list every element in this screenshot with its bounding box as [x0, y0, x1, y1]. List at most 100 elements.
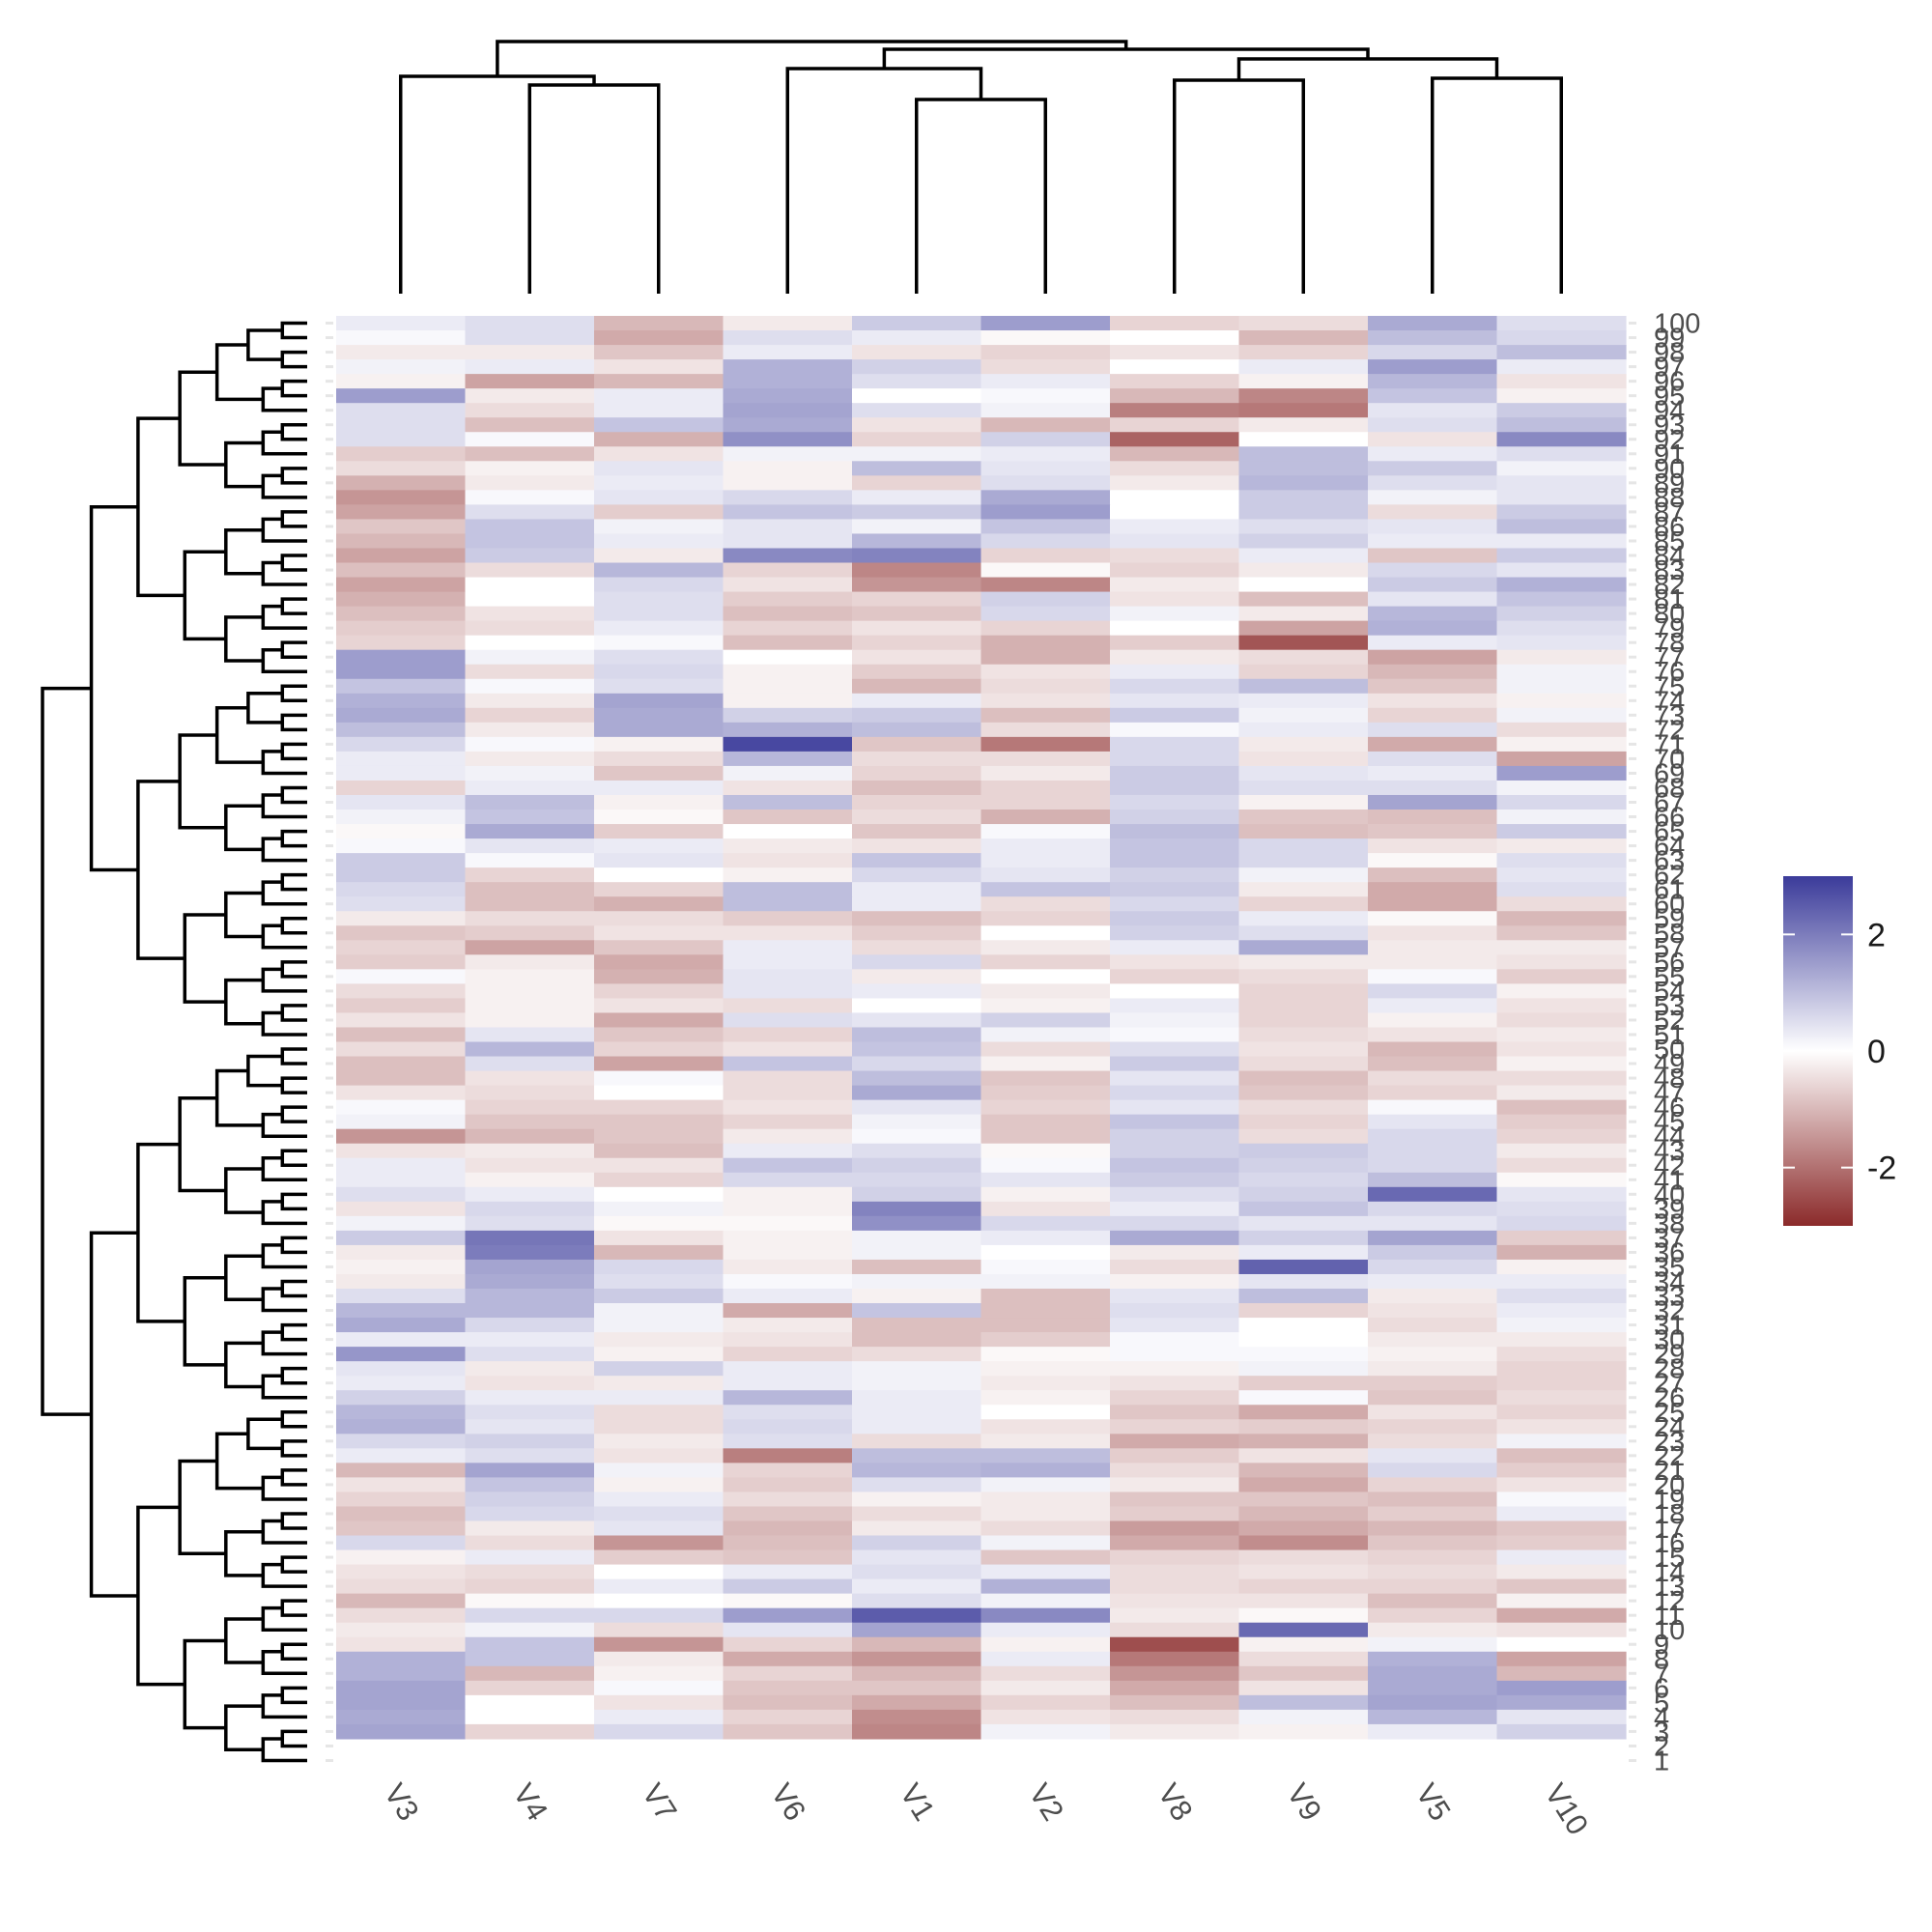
heatmap-cell [594, 810, 724, 825]
heatmap-cell [852, 1665, 982, 1682]
row-dendrogram-branch [261, 1243, 307, 1269]
heatmap-cell [594, 1448, 724, 1463]
column-dendrogram-branch [915, 98, 1047, 294]
heatmap-cell [336, 504, 467, 521]
heatmap-cell [1496, 780, 1627, 796]
heatmap-cell [980, 1273, 1111, 1290]
row-dendrogram-branch [261, 1010, 307, 1037]
legend-label: 0 [1867, 1034, 1886, 1070]
heatmap-cell [1368, 461, 1498, 476]
heatmap-cell [594, 635, 724, 651]
heatmap-cell [1110, 1186, 1240, 1203]
heatmap-cell [1496, 1477, 1627, 1493]
heatmap-cell [1496, 765, 1627, 781]
heatmap-cell [336, 1128, 467, 1145]
row-dendrogram-branch [224, 1530, 264, 1577]
heatmap-cell [1110, 1085, 1240, 1101]
heatmap-cell [336, 1172, 467, 1188]
heatmap-cell [465, 504, 595, 521]
heatmap-cell [723, 345, 853, 360]
heatmap-cell [1110, 1506, 1240, 1522]
heatmap-cell [852, 794, 982, 810]
heatmap-cell [980, 1419, 1111, 1435]
heatmap-cell [980, 345, 1111, 360]
column-label: V6 [764, 1777, 812, 1827]
heatmap-cell [594, 591, 724, 608]
heatmap-cell [723, 606, 853, 622]
heatmap-cell [723, 824, 853, 839]
heatmap-cell [852, 780, 982, 796]
heatmap-cell [1496, 1012, 1627, 1029]
heatmap-cell [852, 606, 982, 622]
heatmap-cell [1110, 1520, 1240, 1537]
heatmap-cell [1238, 1099, 1369, 1116]
heatmap-cell [1496, 1085, 1627, 1101]
heatmap-cell [336, 1448, 467, 1463]
heatmap-cell [852, 911, 982, 926]
row-dendrogram-branch [214, 1068, 264, 1127]
heatmap-cell [1110, 562, 1240, 579]
row-label: 80 [1654, 599, 1685, 630]
heatmap-cell [1238, 1259, 1369, 1275]
heatmap-cell [1496, 1056, 1627, 1072]
heatmap-cell [1368, 490, 1498, 505]
row-dendrogram-branch [261, 1562, 307, 1588]
heatmap-cell [852, 838, 982, 854]
heatmap-cell [1110, 577, 1240, 593]
row-label: 23 [1654, 1427, 1685, 1458]
heatmap-cell [336, 693, 467, 709]
row-dendrogram-branch [224, 1704, 264, 1751]
heatmap-cell [1496, 446, 1627, 462]
heatmap-cell [465, 1273, 595, 1290]
heatmap-cells [336, 316, 1627, 1740]
heatmap-cell [1368, 1419, 1498, 1435]
heatmap-cell [1368, 925, 1498, 941]
heatmap-cell [1368, 533, 1498, 550]
heatmap-cell [1110, 940, 1240, 955]
heatmap-cell [1110, 490, 1240, 505]
heatmap-cell [1496, 1347, 1627, 1362]
row-label: 73 [1654, 700, 1685, 731]
heatmap-cell [465, 765, 595, 781]
heatmap-cell [336, 1186, 467, 1203]
heatmap-cell [1238, 1128, 1369, 1145]
heatmap-cell [336, 1651, 467, 1667]
heatmap-cell [336, 765, 467, 781]
row-dendrogram-branch [280, 872, 307, 892]
heatmap-cell [1238, 1027, 1369, 1043]
row-dendrogram-branch [183, 550, 226, 641]
row-dendrogram-branch [178, 1095, 226, 1193]
heatmap-cell [1110, 751, 1240, 767]
heatmap-cell [465, 417, 595, 433]
heatmap-cell [1496, 316, 1627, 331]
heatmap-cell [852, 824, 982, 839]
heatmap-cell [1368, 649, 1498, 666]
heatmap-cell [1110, 1157, 1240, 1174]
heatmap-cell [1238, 519, 1369, 535]
heatmap-cell [723, 1477, 853, 1493]
heatmap-cell [1110, 693, 1240, 709]
heatmap-cell [723, 1172, 853, 1188]
heatmap-cell [723, 765, 853, 781]
heatmap-cell [465, 1520, 595, 1537]
row-dendrogram-branch [280, 1468, 307, 1487]
heatmap-cell [723, 548, 853, 564]
heatmap-cell [1496, 620, 1627, 637]
column-label: V10 [1538, 1777, 1595, 1840]
heatmap-cell [465, 1694, 595, 1711]
heatmap-cell [1238, 954, 1369, 970]
heatmap-cell [1238, 664, 1369, 680]
heatmap-cell [336, 1477, 467, 1493]
heatmap-cell [336, 751, 467, 767]
heatmap-cell [1496, 1230, 1627, 1246]
heatmap-cell [1110, 664, 1240, 680]
heatmap-cell [1238, 1564, 1369, 1580]
heatmap-cell [1238, 577, 1369, 593]
heatmap-cell [980, 432, 1111, 447]
heatmap-cell [1368, 1564, 1498, 1580]
row-dendrogram-branch [280, 1105, 307, 1123]
row-label: 91 [1654, 440, 1685, 470]
row-label: 20 [1654, 1470, 1685, 1501]
heatmap-cell [1368, 896, 1498, 912]
heatmap-cell [723, 649, 853, 666]
